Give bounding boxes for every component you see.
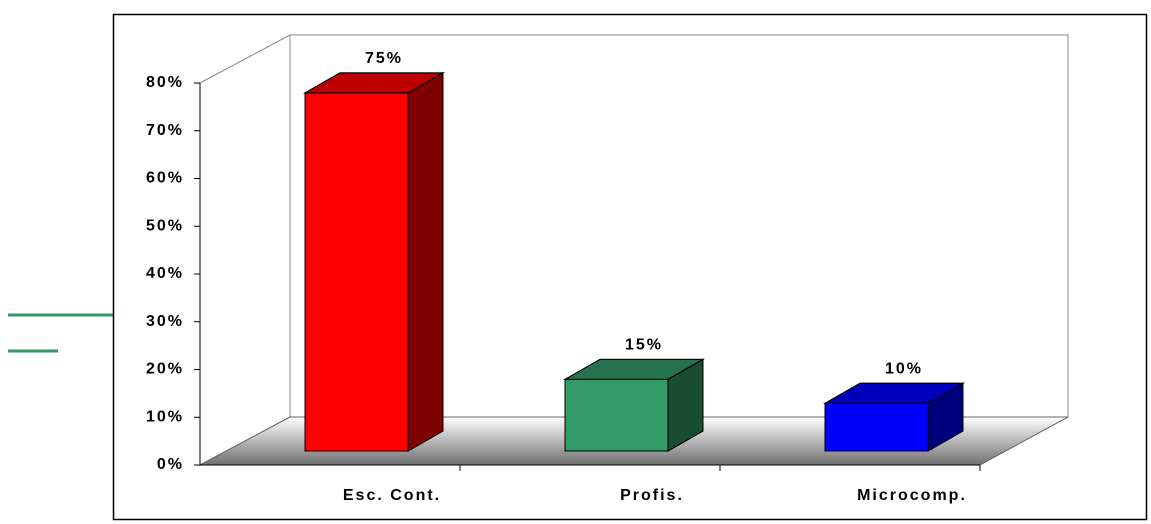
bar-side-shade <box>407 72 444 452</box>
bar <box>304 92 409 452</box>
y-tick-label: 20% <box>146 361 184 378</box>
bar-side-shade <box>927 382 964 452</box>
value-label: 10% <box>885 360 923 377</box>
y-tick-label: 0% <box>157 456 184 473</box>
side-wall <box>199 34 291 466</box>
y-tick-label: 10% <box>146 408 184 425</box>
value-label: 15% <box>625 337 663 354</box>
bar <box>564 378 669 452</box>
x-tick-label: Microcomp. <box>857 487 967 504</box>
value-label: 75% <box>365 50 403 67</box>
y-tick-label: 50% <box>146 217 184 234</box>
chart-frame <box>112 13 1148 521</box>
bar-side-shade <box>667 358 704 452</box>
y-tick-label: 60% <box>146 170 184 187</box>
y-tick-label: 40% <box>146 265 184 282</box>
y-tick-label: 30% <box>146 313 184 330</box>
x-tick-label: Esc. Cont. <box>343 487 441 504</box>
x-tick-label: Profis. <box>620 487 684 504</box>
bar <box>824 402 929 452</box>
y-tick-label: 70% <box>146 122 184 139</box>
y-tick-label: 80% <box>146 74 184 91</box>
